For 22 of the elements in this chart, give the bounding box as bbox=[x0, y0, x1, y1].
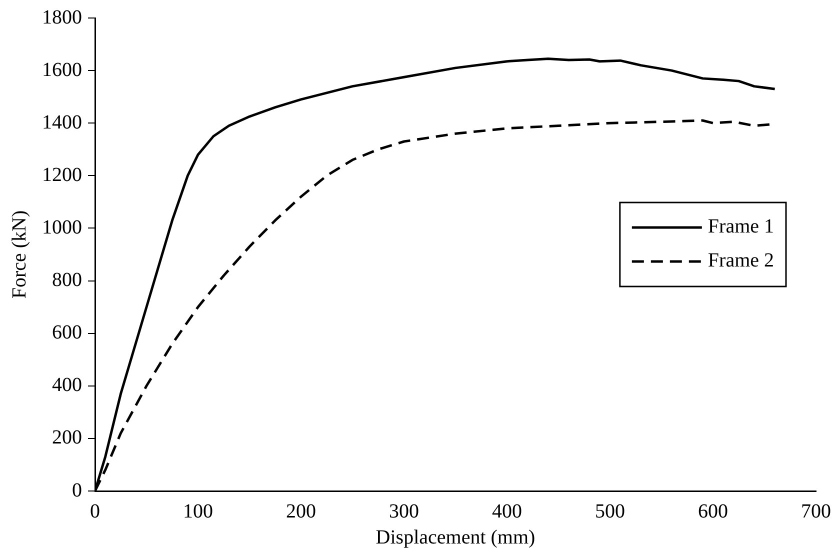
legend-label: Frame 1 bbox=[708, 216, 774, 238]
y-tick-label: 1800 bbox=[42, 6, 82, 28]
y-tick-label: 400 bbox=[52, 374, 82, 396]
x-tick-label: 100 bbox=[183, 500, 213, 522]
y-tick-label: 1200 bbox=[42, 164, 82, 186]
x-tick-label: 400 bbox=[492, 500, 522, 522]
x-tick-label: 300 bbox=[389, 500, 419, 522]
y-tick-label: 200 bbox=[52, 426, 82, 449]
x-tick-label: 200 bbox=[286, 500, 316, 522]
y-tick-label: 1600 bbox=[42, 58, 82, 81]
y-tick-label: 1400 bbox=[42, 111, 82, 134]
x-tick-label: 700 bbox=[801, 500, 831, 522]
y-tick-label: 1000 bbox=[42, 216, 82, 238]
x-tick-label: 500 bbox=[595, 500, 625, 522]
x-axis-title: Displacement (mm) bbox=[376, 526, 536, 548]
y-axis-title: Force (kN) bbox=[8, 210, 30, 299]
x-tick-label: 0 bbox=[90, 500, 100, 522]
y-tick-label: 800 bbox=[52, 269, 82, 292]
legend-label: Frame 2 bbox=[708, 250, 774, 272]
x-tick-label: 600 bbox=[698, 500, 728, 522]
y-tick-label: 0 bbox=[72, 479, 82, 502]
y-tick-label: 600 bbox=[52, 322, 82, 344]
